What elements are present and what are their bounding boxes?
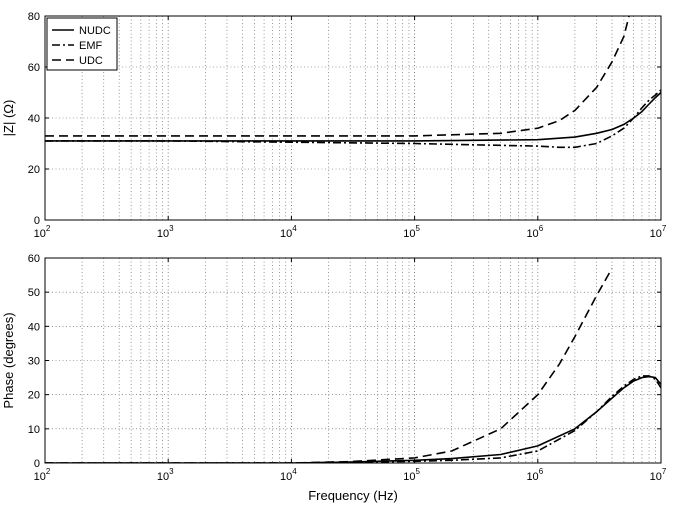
xtick-label: 103 (157, 467, 174, 483)
xtick-exponent: 3 (169, 467, 174, 476)
series-line-nudc (45, 91, 661, 142)
xtick-label: 107 (650, 224, 667, 240)
xtick-base: 10 (280, 228, 292, 240)
legend: NUDC EMF UDC (46, 17, 118, 71)
xtick-label: 106 (526, 224, 543, 240)
legend-box (46, 17, 118, 71)
ytick-label: 0 (34, 215, 40, 227)
ytick-label: 0 (34, 458, 40, 470)
xtick-exponent: 7 (662, 224, 667, 233)
xtick-base: 10 (526, 471, 538, 483)
ytick-label: 20 (28, 390, 40, 402)
xtick-base: 10 (526, 228, 538, 240)
ytick-label: 40 (28, 113, 40, 125)
series-group (45, 267, 661, 463)
y-axis-label: Phase (degrees) (1, 312, 16, 408)
tick-marks (44, 15, 662, 221)
ytick-label: 50 (28, 287, 40, 299)
xtick-base: 10 (157, 471, 169, 483)
xtick-label: 102 (34, 467, 51, 483)
xtick-exponent: 4 (292, 224, 297, 233)
xtick-exponent: 6 (539, 224, 544, 233)
xtick-exponent: 4 (292, 467, 297, 476)
xtick-label: 104 (280, 467, 297, 483)
series-line-emf (45, 89, 661, 149)
legend-label: NUDC (79, 25, 111, 37)
series-line-udc (45, 267, 613, 463)
xtick-base: 10 (650, 471, 662, 483)
legend-label: UDC (79, 55, 103, 67)
ytick-label: 30 (28, 356, 40, 368)
xtick-exponent: 2 (46, 224, 51, 233)
xtick-exponent: 7 (662, 467, 667, 476)
xtick-label: 107 (650, 467, 667, 483)
xtick-exponent: 5 (415, 224, 420, 233)
tick-marks (44, 257, 662, 464)
xtick-label: 103 (157, 224, 174, 240)
xtick-exponent: 3 (169, 224, 174, 233)
series-group (45, 16, 661, 149)
xtick-base: 10 (280, 471, 292, 483)
xtick-label: 106 (526, 467, 543, 483)
xtick-label: 105 (403, 467, 420, 483)
x-axis-label: Frequency (Hz) (308, 488, 398, 503)
ytick-label: 60 (28, 62, 40, 74)
xtick-label: 104 (280, 224, 297, 240)
y-axis-label: |Z| (Ω) (1, 100, 16, 137)
xtick-base: 10 (157, 228, 169, 240)
series-line-udc (45, 16, 630, 137)
ytick-label: 40 (28, 321, 40, 333)
ytick-label: 20 (28, 164, 40, 176)
grid (45, 16, 661, 220)
xtick-label: 102 (34, 224, 51, 240)
ytick-label: 80 (28, 11, 40, 23)
series-line-emf (45, 375, 661, 463)
xtick-base: 10 (403, 228, 415, 240)
ytick-label: 10 (28, 424, 40, 436)
ytick-label: 60 (28, 253, 40, 265)
xtick-base: 10 (34, 471, 46, 483)
legend-label: EMF (79, 40, 103, 52)
xtick-exponent: 6 (539, 467, 544, 476)
xtick-exponent: 2 (46, 467, 51, 476)
xtick-base: 10 (650, 228, 662, 240)
xtick-base: 10 (34, 228, 46, 240)
series-line-nudc (45, 375, 661, 463)
grid (45, 258, 661, 463)
xtick-label: 105 (403, 224, 420, 240)
xtick-exponent: 5 (415, 467, 420, 476)
xtick-base: 10 (403, 471, 415, 483)
